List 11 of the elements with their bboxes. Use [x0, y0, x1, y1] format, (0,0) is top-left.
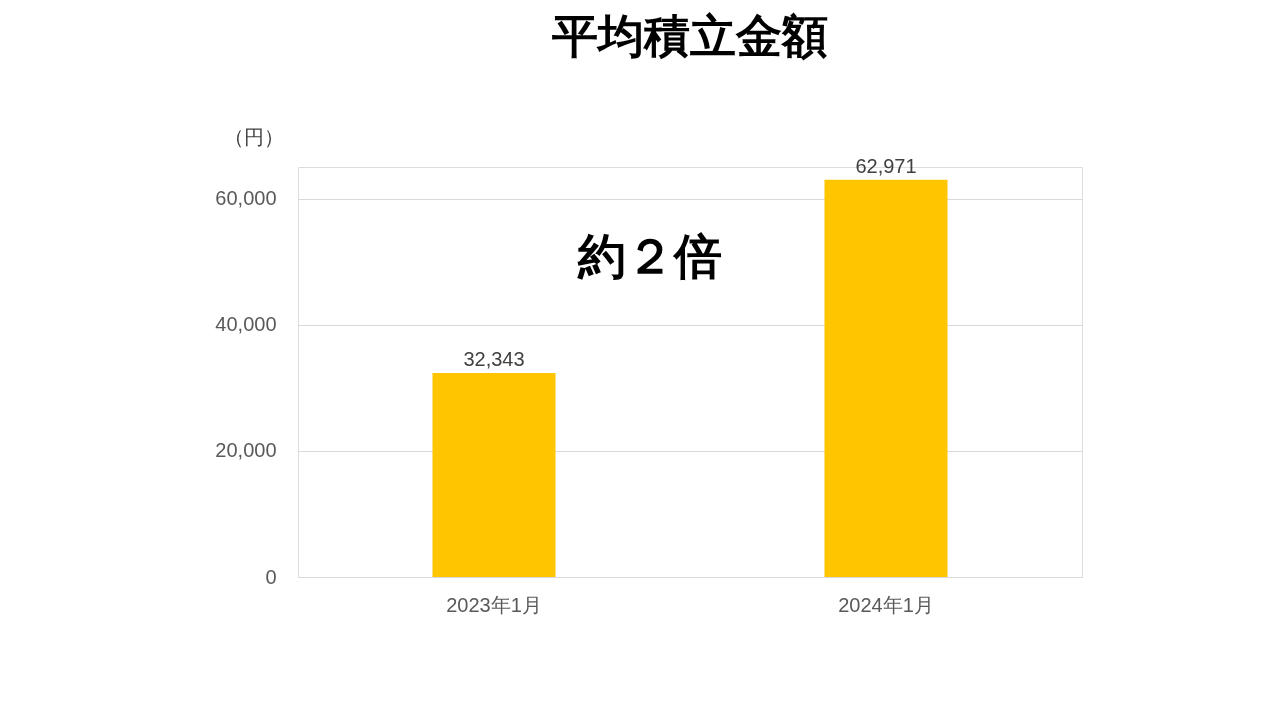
y-tick-label: 40,000 [215, 313, 277, 336]
y-axis-title: （円） [223, 125, 284, 148]
chart-title: 平均積立金額 [552, 10, 828, 62]
annotation: 約２倍 [577, 230, 722, 283]
data-label: 32,343 [463, 347, 525, 370]
y-tick-label: 20,000 [215, 439, 277, 462]
x-tick-label: 2023年1月 [446, 593, 542, 616]
y-tick-label: 60,000 [215, 187, 277, 210]
y-tick-label: 0 [265, 565, 277, 588]
x-tick-label: 2024年1月 [838, 593, 934, 616]
data-label: 62,971 [855, 154, 917, 177]
